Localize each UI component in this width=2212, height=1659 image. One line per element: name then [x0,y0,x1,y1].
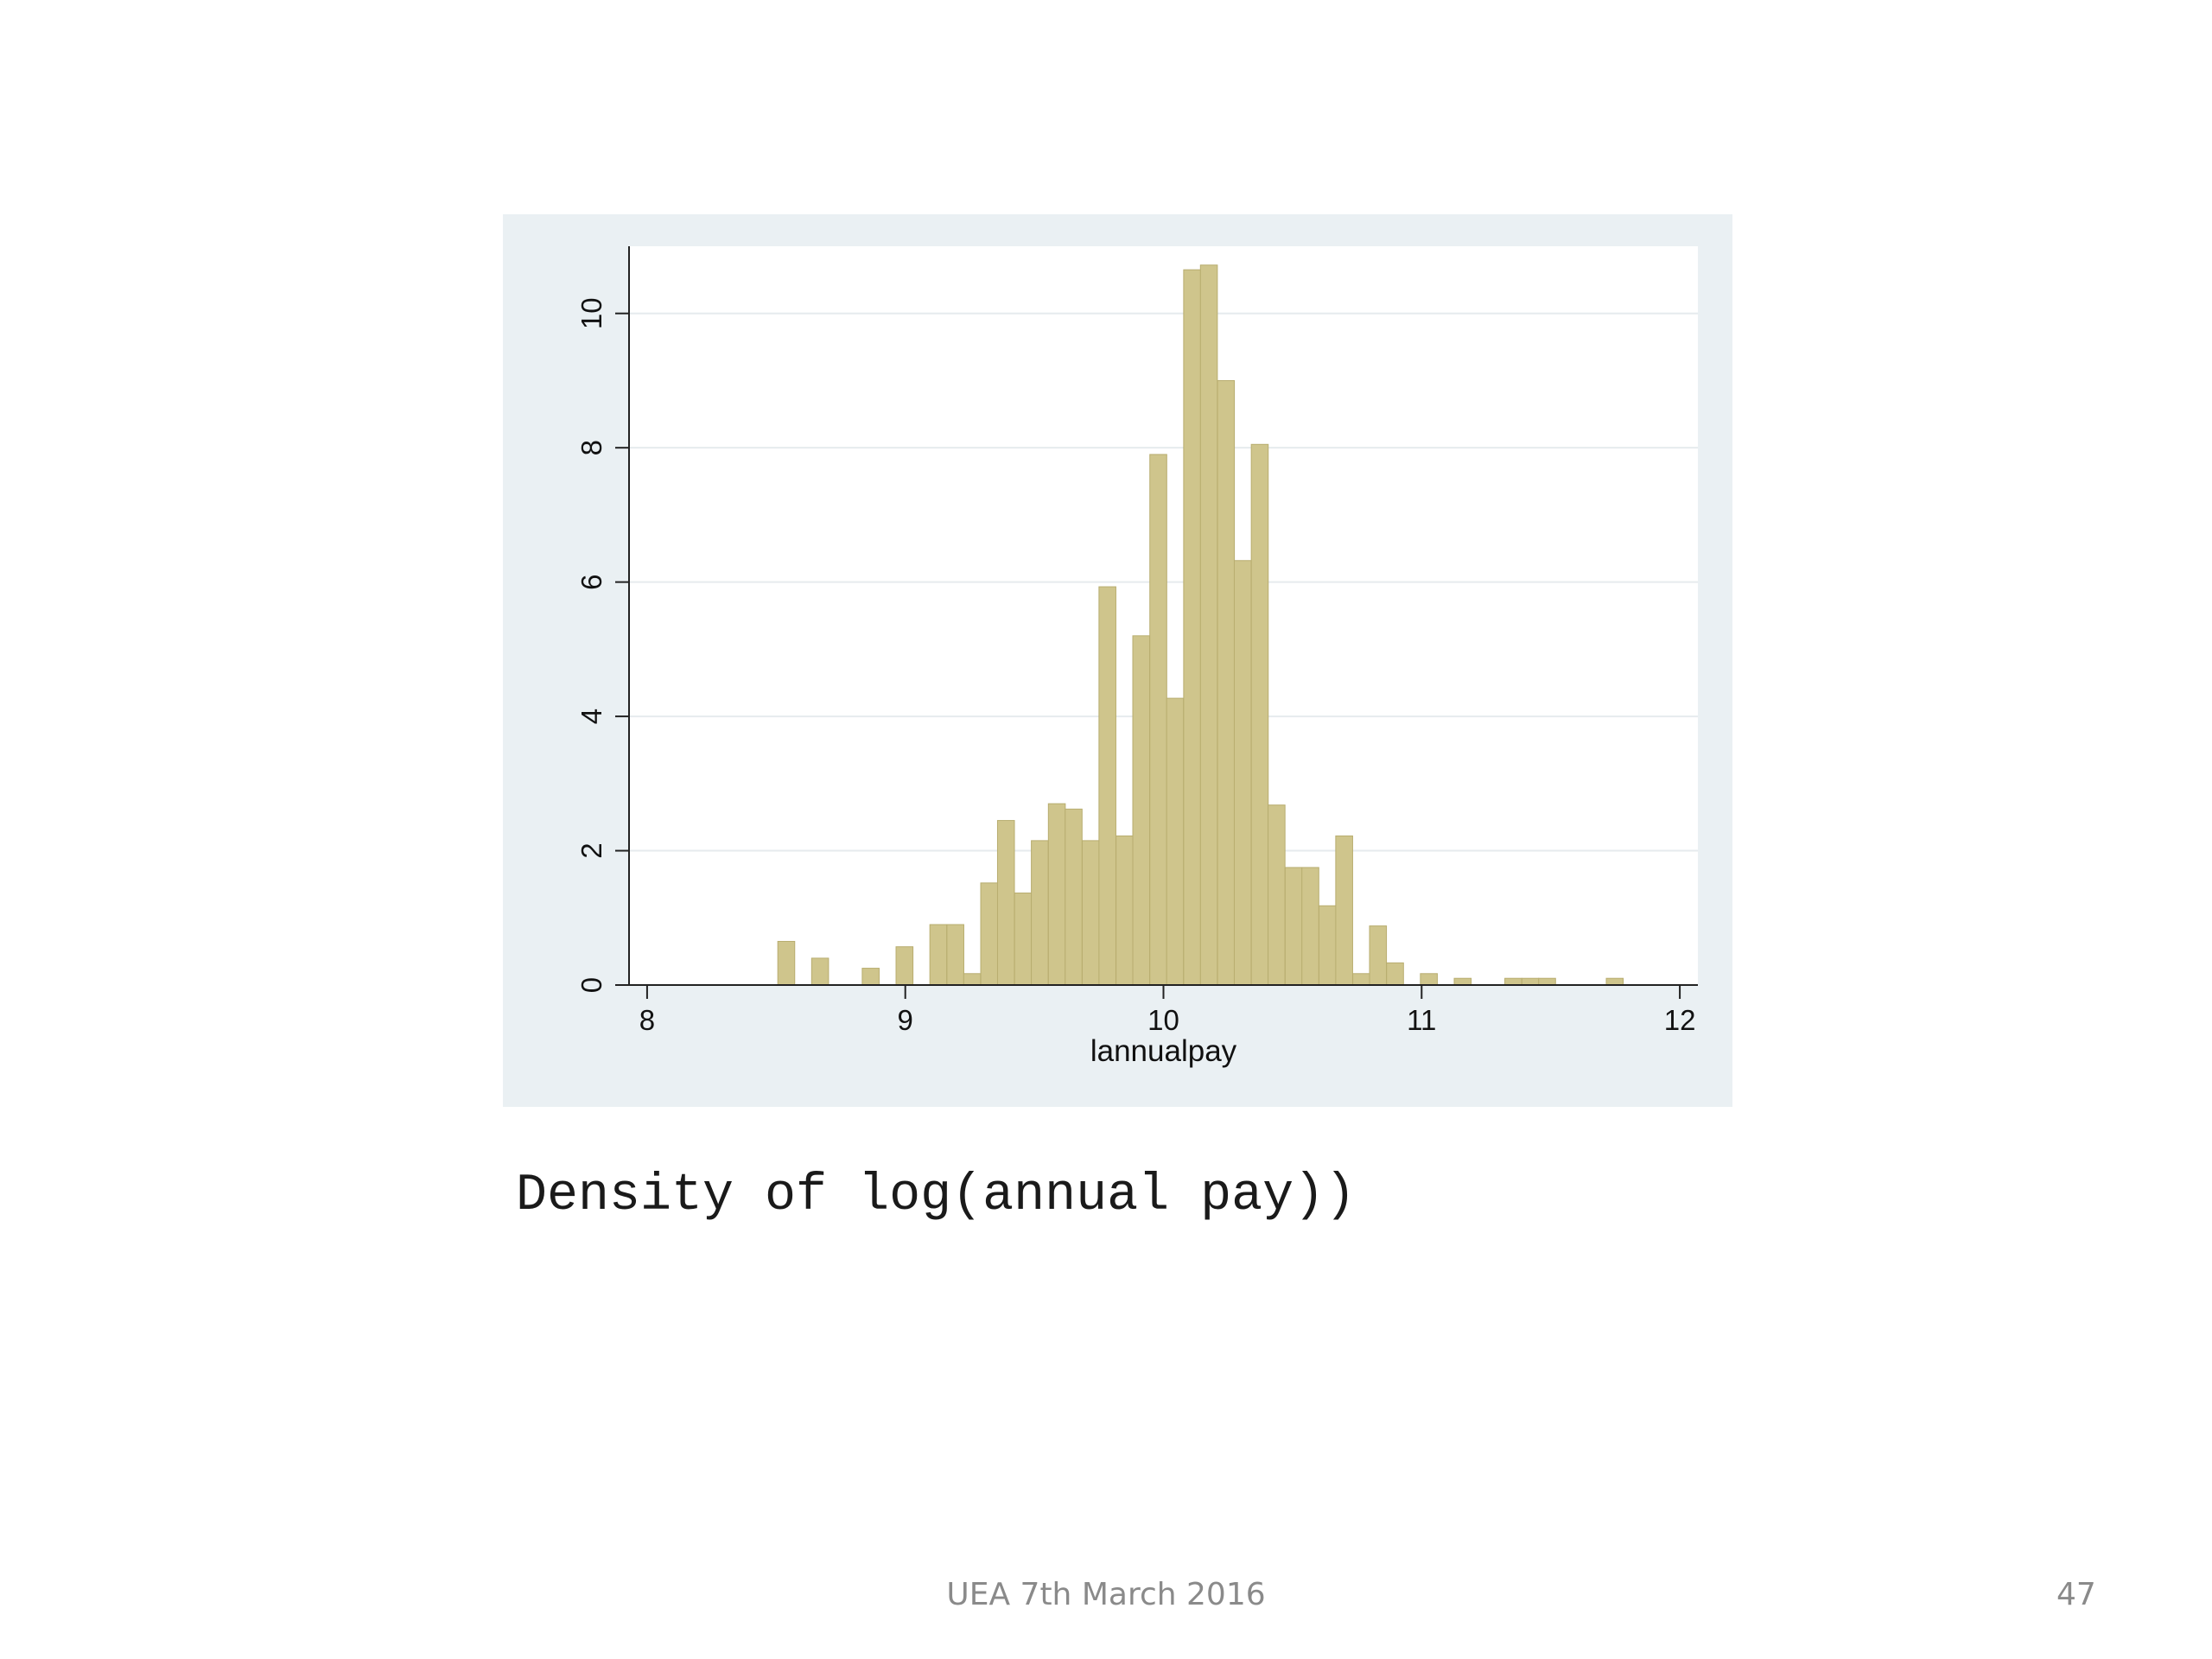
y-tick-label-2: 2 [575,842,607,858]
histogram-bar-33 [1453,977,1472,986]
histogram-bar-37 [1605,977,1624,986]
histogram-bar-8 [996,820,1015,986]
bars [777,264,1624,986]
histogram-bar-29 [1352,973,1370,986]
x-tick-label-8: 8 [639,1004,655,1036]
histogram-bar-6 [963,973,982,986]
y-tick-label-8: 8 [575,440,607,455]
histogram-bar-14 [1098,586,1116,986]
histogram-bar-11 [1047,803,1066,986]
histogram-bar-0 [777,940,796,986]
slide-footer: UEA 7th March 2016 [946,1577,1266,1612]
histogram-bar-5 [946,924,964,986]
histogram-bar-15 [1116,835,1134,986]
histogram-bar-17 [1149,454,1167,986]
x-axis-label: lannualpay [1090,1034,1237,1068]
y-tick-label-0: 0 [575,977,607,993]
histogram-bar-22 [1233,560,1252,986]
histogram-bar-4 [929,924,948,986]
histogram-chart: 8 9 10 11 12 0 2 4 6 8 10 lannualpay [575,246,1698,1068]
histogram-bar-20 [1199,264,1218,986]
chart-panel: 8 9 10 11 12 0 2 4 6 8 10 lannualpay [503,214,1732,1107]
histogram-bar-3 [895,946,914,986]
histogram-bar-23 [1250,443,1269,986]
histogram-bar-18 [1166,697,1185,986]
x-tick-label-10: 10 [1147,1004,1179,1036]
y-tick-label-4: 4 [575,709,607,724]
histogram-bar-34 [1504,977,1522,986]
histogram-bar-35 [1521,977,1540,986]
histogram-bar-1 [810,957,830,986]
histogram-bar-12 [1065,808,1083,986]
histogram-bar-9 [1014,893,1033,986]
histogram-bar-36 [1538,977,1556,986]
x-tick-label-12: 12 [1664,1004,1696,1036]
histogram-bar-16 [1132,635,1151,986]
histogram-bar-10 [1031,840,1049,986]
y-tick-label-6: 6 [575,574,607,589]
slide-caption: Density of log(annual pay)) [516,1166,1357,1225]
histogram-bar-2 [861,968,880,986]
x-tick-label-9: 9 [898,1004,913,1036]
histogram-bar-32 [1420,973,1438,986]
histogram-bar-30 [1369,925,1388,986]
histogram-bar-25 [1284,867,1303,986]
histogram-bar-27 [1318,905,1337,986]
axes: 8 9 10 11 12 0 2 4 6 8 10 [575,246,1698,1036]
histogram-bar-26 [1301,867,1319,986]
y-tick-label-10: 10 [575,297,607,329]
histogram-bar-24 [1268,804,1286,986]
histogram-bar-13 [1081,840,1100,986]
histogram-bar-19 [1183,269,1201,986]
histogram-bar-7 [980,882,999,986]
page-number: 47 [2056,1577,2096,1612]
histogram-bar-31 [1386,962,1404,986]
histogram-bar-28 [1335,835,1353,986]
x-tick-label-11: 11 [1407,1004,1436,1036]
histogram-bar-21 [1217,379,1236,986]
